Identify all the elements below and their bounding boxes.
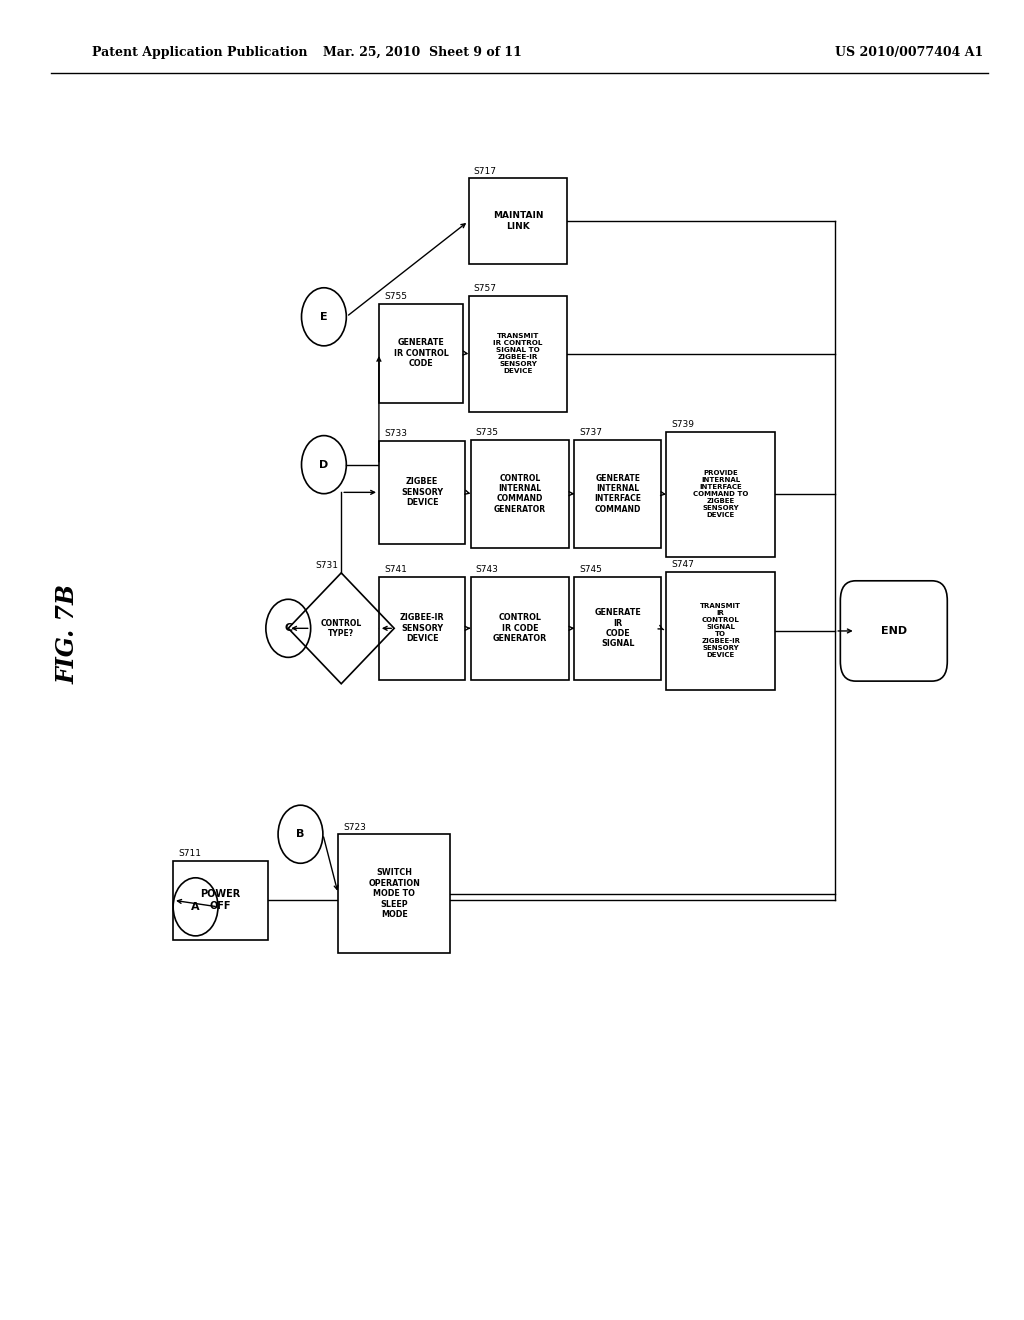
Text: ZIGBEE-IR
SENSORY
DEVICE: ZIGBEE-IR SENSORY DEVICE xyxy=(400,614,444,643)
Text: CONTROL
INTERNAL
COMMAND
GENERATOR: CONTROL INTERNAL COMMAND GENERATOR xyxy=(494,474,546,513)
FancyBboxPatch shape xyxy=(469,178,567,264)
FancyBboxPatch shape xyxy=(667,432,775,557)
FancyBboxPatch shape xyxy=(574,440,662,548)
FancyBboxPatch shape xyxy=(379,304,464,403)
FancyBboxPatch shape xyxy=(379,441,466,544)
Text: GENERATE
IR
CODE
SIGNAL: GENERATE IR CODE SIGNAL xyxy=(594,609,641,648)
Text: MAINTAIN
LINK: MAINTAIN LINK xyxy=(493,211,543,231)
Text: S741: S741 xyxy=(384,565,407,574)
Text: US 2010/0077404 A1: US 2010/0077404 A1 xyxy=(836,46,983,59)
Text: D: D xyxy=(319,459,329,470)
FancyBboxPatch shape xyxy=(471,577,569,680)
FancyBboxPatch shape xyxy=(338,834,451,953)
Text: B: B xyxy=(296,829,305,840)
Text: E: E xyxy=(321,312,328,322)
Text: S737: S737 xyxy=(580,428,602,437)
Text: C: C xyxy=(285,623,292,634)
Text: S733: S733 xyxy=(384,429,407,438)
FancyBboxPatch shape xyxy=(667,572,775,690)
Text: S755: S755 xyxy=(384,292,407,301)
Text: S731: S731 xyxy=(315,561,339,570)
Text: TRANSMIT
IR CONTROL
SIGNAL TO
ZIGBEE-IR
SENSORY
DEVICE: TRANSMIT IR CONTROL SIGNAL TO ZIGBEE-IR … xyxy=(494,333,543,375)
Text: S745: S745 xyxy=(580,565,602,574)
FancyBboxPatch shape xyxy=(574,577,662,680)
Text: A: A xyxy=(191,902,200,912)
Text: S743: S743 xyxy=(476,565,499,574)
Text: GENERATE
INTERNAL
INTERFACE
COMMAND: GENERATE INTERNAL INTERFACE COMMAND xyxy=(594,474,641,513)
Text: END: END xyxy=(881,626,907,636)
Text: ZIGBEE
SENSORY
DEVICE: ZIGBEE SENSORY DEVICE xyxy=(401,478,443,507)
FancyBboxPatch shape xyxy=(173,861,268,940)
Text: S735: S735 xyxy=(476,428,499,437)
Text: POWER
OFF: POWER OFF xyxy=(201,890,241,911)
Text: S711: S711 xyxy=(178,849,202,858)
Text: SWITCH
OPERATION
MODE TO
SLEEP
MODE: SWITCH OPERATION MODE TO SLEEP MODE xyxy=(369,869,420,919)
FancyBboxPatch shape xyxy=(841,581,947,681)
Text: GENERATE
IR CONTROL
CODE: GENERATE IR CONTROL CODE xyxy=(394,338,449,368)
Text: S723: S723 xyxy=(343,822,367,832)
Text: PROVIDE
INTERNAL
INTERFACE
COMMAND TO
ZIGBEE
SENSORY
DEVICE: PROVIDE INTERNAL INTERFACE COMMAND TO ZI… xyxy=(693,470,749,519)
Text: S717: S717 xyxy=(474,166,497,176)
Text: CONTROL
IR CODE
GENERATOR: CONTROL IR CODE GENERATOR xyxy=(493,614,547,643)
FancyBboxPatch shape xyxy=(469,296,567,412)
Text: CONTROL
TYPE?: CONTROL TYPE? xyxy=(321,619,361,638)
Text: Mar. 25, 2010  Sheet 9 of 11: Mar. 25, 2010 Sheet 9 of 11 xyxy=(324,46,522,59)
Text: S747: S747 xyxy=(672,560,694,569)
Text: TRANSMIT
IR
CONTROL
SIGNAL
TO
ZIGBEE-IR
SENSORY
DEVICE: TRANSMIT IR CONTROL SIGNAL TO ZIGBEE-IR … xyxy=(700,603,741,659)
Text: S739: S739 xyxy=(672,420,694,429)
Text: FIG. 7B: FIG. 7B xyxy=(56,583,80,684)
FancyBboxPatch shape xyxy=(471,440,569,548)
Text: Patent Application Publication: Patent Application Publication xyxy=(92,46,307,59)
Text: S757: S757 xyxy=(474,284,497,293)
FancyBboxPatch shape xyxy=(379,577,466,680)
